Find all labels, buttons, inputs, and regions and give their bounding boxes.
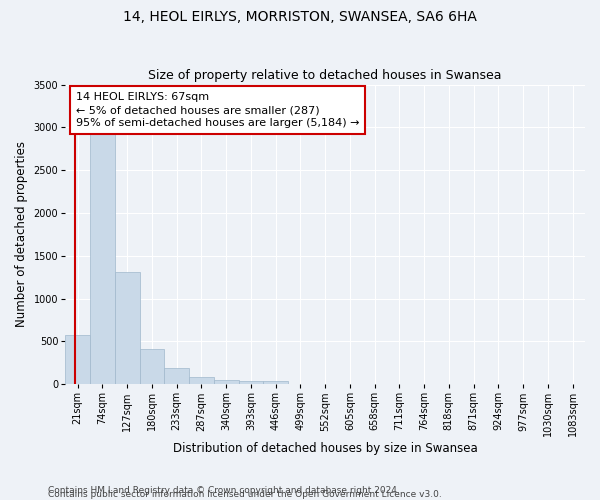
X-axis label: Distribution of detached houses by size in Swansea: Distribution of detached houses by size … bbox=[173, 442, 478, 455]
Text: Contains HM Land Registry data © Crown copyright and database right 2024.: Contains HM Land Registry data © Crown c… bbox=[48, 486, 400, 495]
Text: 14 HEOL EIRLYS: 67sqm
← 5% of detached houses are smaller (287)
95% of semi-deta: 14 HEOL EIRLYS: 67sqm ← 5% of detached h… bbox=[76, 92, 359, 128]
Bar bbox=[214, 380, 239, 384]
Bar bbox=[164, 368, 189, 384]
Bar bbox=[90, 134, 115, 384]
Text: Contains public sector information licensed under the Open Government Licence v3: Contains public sector information licen… bbox=[48, 490, 442, 499]
Bar bbox=[263, 382, 288, 384]
Bar bbox=[139, 348, 164, 384]
Bar bbox=[239, 381, 263, 384]
Bar bbox=[189, 378, 214, 384]
Y-axis label: Number of detached properties: Number of detached properties bbox=[15, 142, 28, 328]
Text: 14, HEOL EIRLYS, MORRISTON, SWANSEA, SA6 6HA: 14, HEOL EIRLYS, MORRISTON, SWANSEA, SA6… bbox=[123, 10, 477, 24]
Title: Size of property relative to detached houses in Swansea: Size of property relative to detached ho… bbox=[148, 69, 502, 82]
Bar bbox=[65, 336, 90, 384]
Bar bbox=[115, 272, 139, 384]
